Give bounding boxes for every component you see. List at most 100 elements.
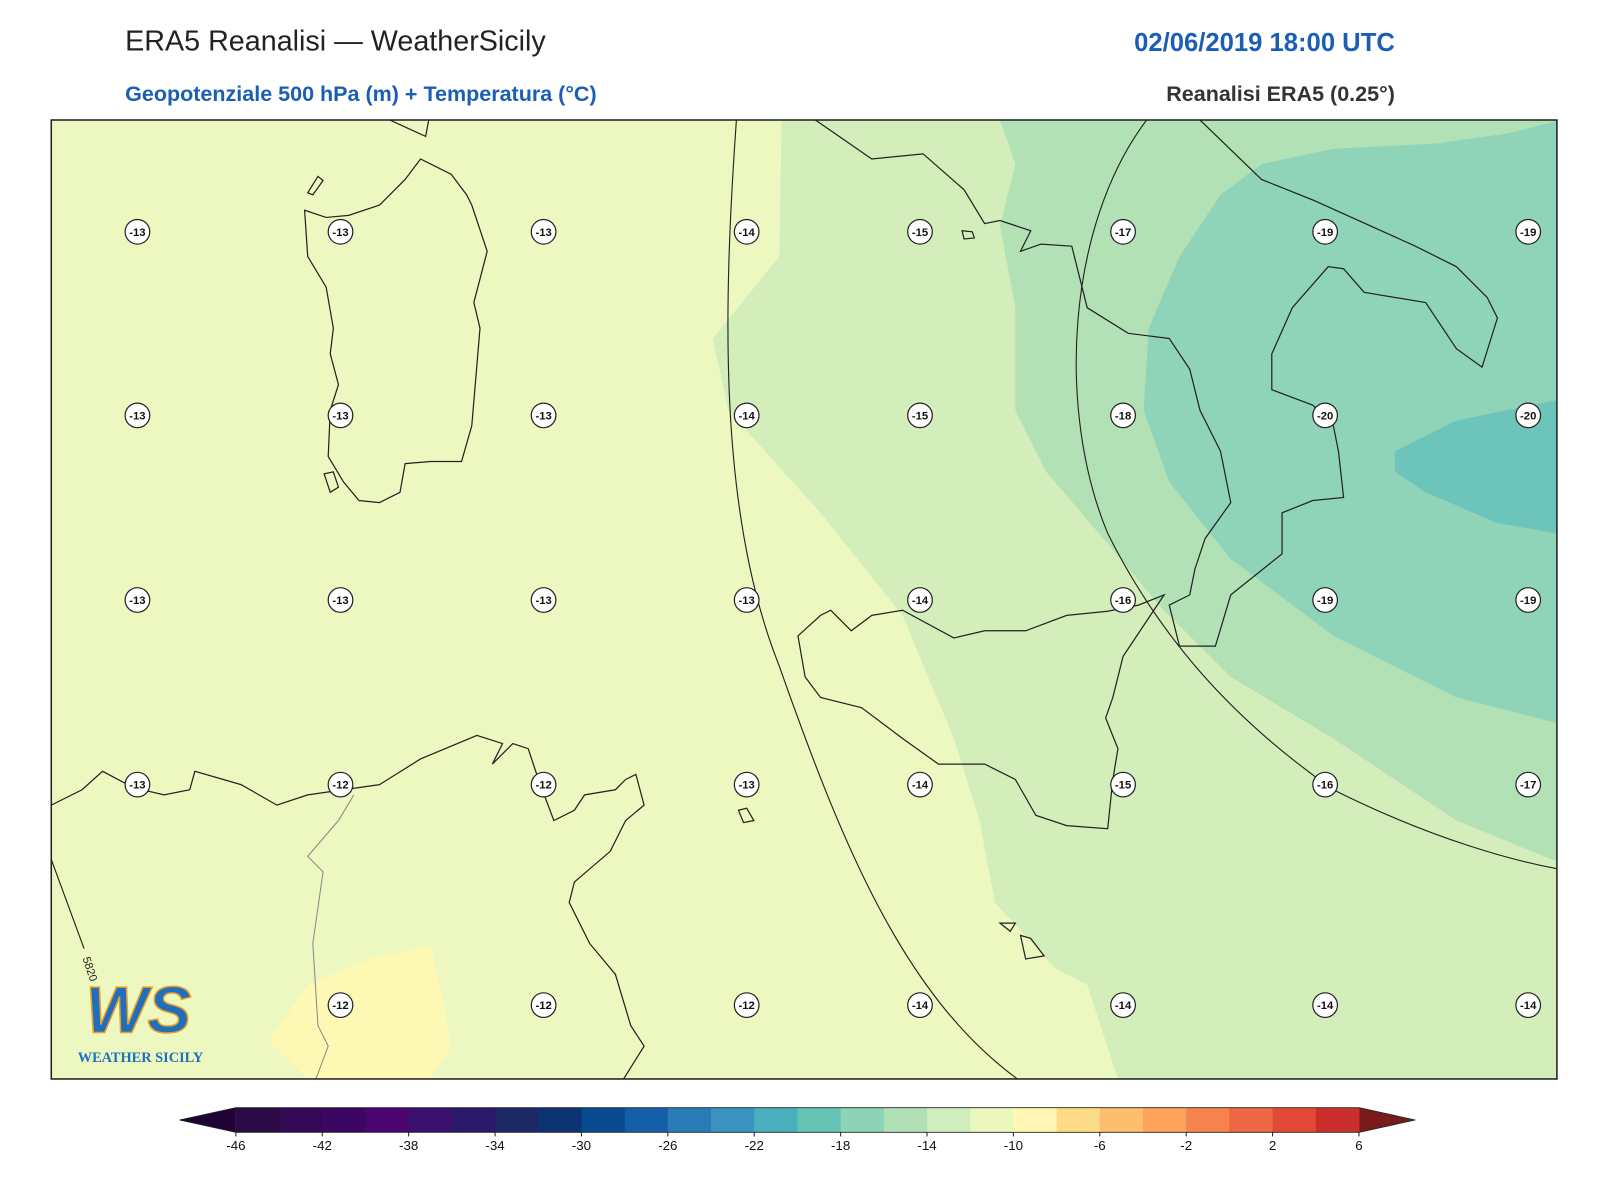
station: -14 (907, 992, 933, 1019)
station: -12 (327, 771, 354, 798)
field (1394, 399, 1557, 534)
colorbar-over (1358, 1107, 1416, 1133)
station: -13 (124, 218, 151, 245)
station-marker (124, 587, 151, 613)
station-marker (733, 992, 760, 1019)
station-marker (327, 587, 354, 613)
contour-line (727, 119, 1018, 1079)
station: -12 (530, 771, 557, 798)
coastline (306, 119, 430, 494)
station: -16 (1110, 587, 1136, 613)
coastline (815, 119, 1499, 647)
colorbar-tick-label: -6 (1094, 1138, 1106, 1153)
station-marker (124, 402, 151, 429)
station-marker (1312, 992, 1339, 1019)
colorbar-tick-label: -42 (313, 1138, 332, 1153)
station: -17 (1110, 218, 1136, 245)
colorbar-bin (581, 1107, 626, 1133)
temperature-label: -13 (535, 227, 551, 239)
colorbar-bin (1056, 1107, 1101, 1133)
station-marker (530, 992, 557, 1019)
temperature-label: -19 (1317, 595, 1333, 607)
temperature-label: -14 (739, 227, 756, 239)
station-marker (733, 402, 760, 429)
station: -20 (1515, 402, 1542, 429)
station: -14 (907, 771, 933, 798)
station-marker (1110, 992, 1136, 1019)
station: -16 (1312, 771, 1339, 798)
station: -13 (530, 587, 557, 613)
station: -13 (733, 587, 760, 613)
station-marker (1110, 402, 1136, 429)
logo-mark: WS (86, 974, 192, 1047)
colorbar-bin (1142, 1107, 1187, 1133)
station: -13 (327, 402, 354, 429)
station-marker (907, 992, 933, 1019)
temperature-label: -13 (535, 595, 551, 607)
station-marker (327, 218, 354, 245)
station: -12 (733, 992, 760, 1019)
temperature-label: -17 (1115, 227, 1131, 239)
map: 5820 -13 -13 -13 -14 -15 -17 -19 -19-13 -13 -13 -1… (50, 119, 1558, 1080)
temperature-label: -20 (1520, 410, 1536, 422)
colorbar-tick-label: -38 (399, 1138, 418, 1153)
temperature-label: -12 (332, 780, 348, 792)
station-marker (327, 402, 354, 429)
station-marker (124, 771, 151, 798)
temperature-label: -15 (912, 227, 928, 239)
logo: WS WEATHER SICILY (78, 973, 204, 1066)
station: -14 (733, 218, 760, 245)
colorbar: -46 -42 -38 -34 -30 -26 -22 -18 -14 -10 -6 -2 2 6 (179, 1107, 1416, 1153)
station: -14 (733, 402, 760, 429)
colorbar-bin (451, 1107, 496, 1133)
station-marker (1110, 218, 1136, 245)
station: -19 (1515, 587, 1542, 613)
temperature-label: -16 (1115, 595, 1131, 607)
temperature-label: -14 (912, 780, 929, 792)
colorbar-bin (279, 1107, 323, 1133)
temperature-label: -12 (535, 1000, 551, 1012)
station: -13 (124, 771, 151, 798)
station-marker (327, 992, 354, 1019)
station-marker (327, 771, 354, 798)
coastline (737, 230, 1046, 960)
temperature-label: -19 (1317, 227, 1333, 239)
colorbar-bin (927, 1107, 971, 1133)
temperature-label: -13 (332, 410, 348, 422)
colorbar-bin (538, 1107, 582, 1133)
station-marker (1312, 587, 1339, 613)
station-marker (1515, 587, 1542, 613)
temperature-label: -13 (739, 595, 755, 607)
temperature-label: -20 (1317, 410, 1333, 422)
temperature-label: -13 (129, 227, 145, 239)
station-marker (1110, 771, 1136, 798)
temperature-label: -13 (129, 595, 145, 607)
colorbar-bin (667, 1107, 712, 1133)
colorbar-under (179, 1107, 236, 1133)
station: -15 (907, 402, 933, 429)
coastline (303, 158, 488, 504)
temperature-label: -14 (912, 1000, 929, 1012)
colorbar-bin (408, 1107, 453, 1133)
station-marker (907, 771, 933, 798)
temperature-label: -13 (129, 410, 145, 422)
logo-text: WEATHER SICILY (78, 1050, 204, 1066)
station: -19 (1312, 218, 1339, 245)
temperature-label: -15 (912, 410, 928, 422)
station: -13 (733, 771, 760, 798)
border (306, 794, 355, 1079)
contour-line (51, 859, 85, 949)
station-labels: -13 -13 -13 -14 -15 -17 -19 -19 -13 -13 -13 -14 -15 -… (124, 218, 1542, 1019)
colorbar-tick-label: 2 (1269, 1138, 1276, 1153)
subtitle: Geopotenziale 500 hPa (m) + Temperatura … (125, 82, 597, 106)
colorbar-tick-label: -18 (831, 1138, 850, 1153)
colorbar-bin (1315, 1107, 1360, 1133)
station: -14 (1515, 992, 1542, 1019)
colorbar-bin (970, 1107, 1014, 1133)
station-marker (124, 218, 151, 245)
station: -12 (327, 992, 354, 1019)
contour-line (1075, 119, 1557, 870)
temperature-label: -13 (535, 410, 551, 422)
temperature-label: -14 (739, 410, 756, 422)
station-marker (1515, 218, 1542, 245)
